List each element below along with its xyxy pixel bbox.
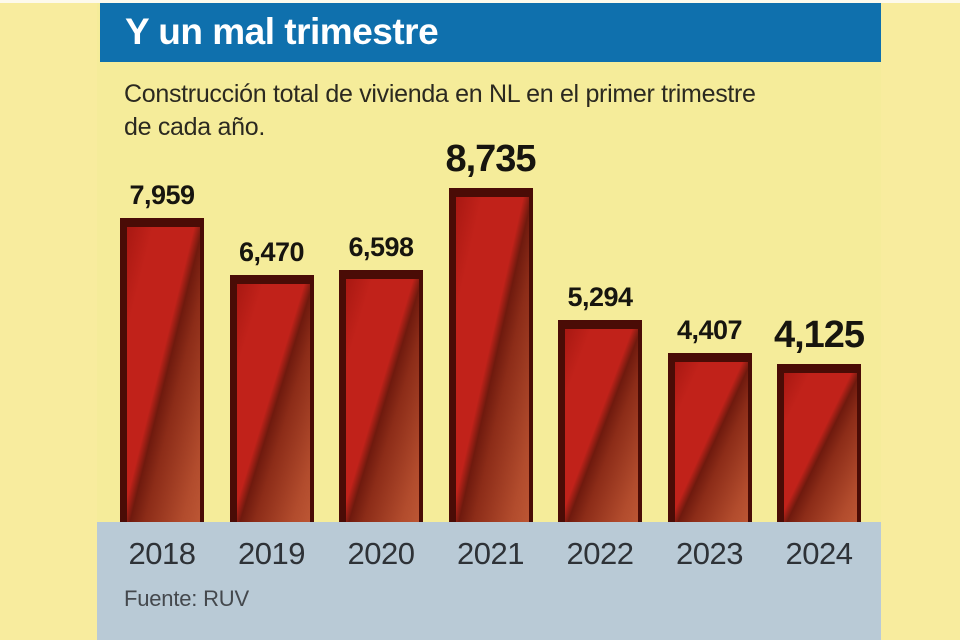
chart-subtitle: Construcción total de vivienda en NL en … xyxy=(124,78,854,144)
chart-subtitle-line1: Construcción total de vivienda en NL en … xyxy=(124,80,756,108)
source-note: Fuente: RUV xyxy=(124,586,249,611)
bar-2022 xyxy=(558,320,642,522)
bar-2018 xyxy=(120,218,204,522)
header-bar: Y un mal trimestre xyxy=(100,3,881,62)
value-label-2023: 4,407 xyxy=(676,315,743,345)
top-border-strip xyxy=(0,0,960,3)
year-label-2021: 2021 xyxy=(457,536,524,571)
value-label-2024: 4,125 xyxy=(773,314,865,356)
bar-2020 xyxy=(339,270,423,522)
bar-column-2023: 4,407 xyxy=(667,315,752,522)
year-label-2023: 2023 xyxy=(676,536,743,571)
year-label-2022: 2022 xyxy=(566,536,634,571)
value-label-2019: 6,470 xyxy=(238,237,305,267)
bar-2019 xyxy=(229,275,314,522)
bar-column-2022: 5,294 xyxy=(558,282,642,522)
bar-2021 xyxy=(448,188,533,522)
page-title: Y un mal trimestre xyxy=(125,11,439,52)
bar-2024 xyxy=(777,364,861,522)
year-label-2019: 2019 xyxy=(238,536,305,571)
year-label-2018: 2018 xyxy=(128,536,196,571)
x-axis-band xyxy=(97,522,881,640)
year-label-2020: 2020 xyxy=(347,536,415,571)
years-row: 2018 2019 2020 2021 2022 2023 2024 xyxy=(120,536,861,572)
value-label-2018: 7,959 xyxy=(129,180,195,210)
bars-row: 7,959 6,470 6,598 8,735 5,294 4,407 4,125 xyxy=(120,138,865,522)
bar-column-2018: 7,959 xyxy=(120,180,204,522)
bar-column-2020: 6,598 xyxy=(339,232,423,522)
bar-column-2021: 8,735 xyxy=(445,138,537,522)
value-label-2021: 8,735 xyxy=(445,138,536,180)
chart-subtitle-line2: de cada año. xyxy=(124,113,265,141)
bar-column-2019: 6,470 xyxy=(229,237,314,522)
year-label-2024: 2024 xyxy=(785,536,853,571)
bar-2023 xyxy=(667,353,752,522)
value-label-2022: 5,294 xyxy=(567,282,633,312)
bar-column-2024: 4,125 xyxy=(773,314,865,522)
value-label-2020: 6,598 xyxy=(348,232,414,262)
